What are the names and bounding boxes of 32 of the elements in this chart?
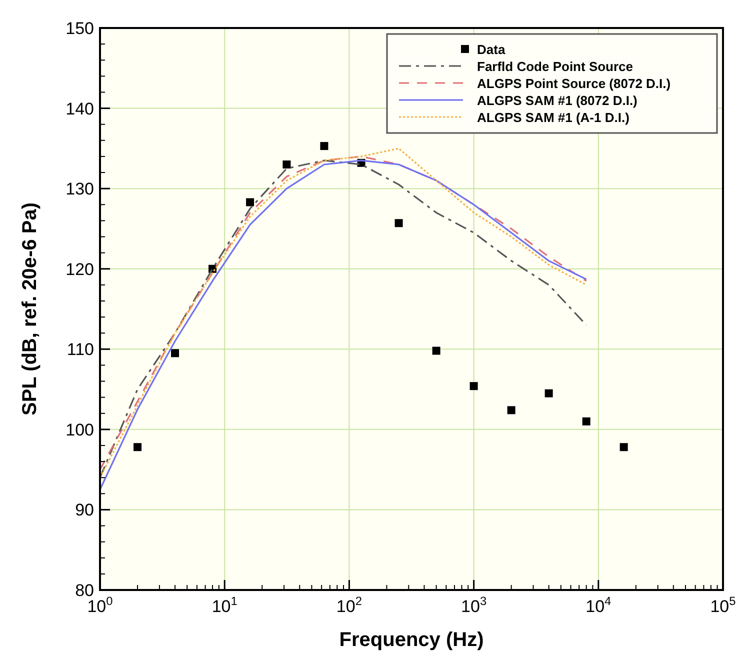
y-tick-label: 130 bbox=[66, 180, 94, 199]
point bbox=[544, 389, 553, 398]
legend-label: Data bbox=[477, 42, 506, 57]
x-tick-label: 10$^{1}$ bbox=[212, 594, 238, 616]
point bbox=[582, 417, 590, 426]
y-axis-title: SPL (dB, ref. 20e-6 Pa) bbox=[19, 202, 41, 416]
x-tick-label: 10$^{3}$ bbox=[461, 594, 487, 616]
point bbox=[394, 219, 403, 228]
point bbox=[282, 160, 291, 168]
point bbox=[470, 382, 478, 390]
point bbox=[320, 142, 328, 150]
x-tick-label: 10$^{4}$ bbox=[586, 594, 612, 616]
y-tick-label: 100 bbox=[66, 420, 94, 440]
legend-label: ALGPS SAM #1 (8072 D.I.) bbox=[477, 93, 638, 108]
point bbox=[246, 198, 254, 206]
point bbox=[507, 406, 516, 414]
y-tick-label: 140 bbox=[66, 99, 94, 118]
y-tick-label: 110 bbox=[66, 340, 94, 360]
legend-label: ALGPS SAM #1 (A-1 D.I.) bbox=[477, 110, 630, 125]
point bbox=[620, 443, 628, 452]
y-tick-label: 90 bbox=[75, 500, 94, 520]
y-tick-label: 150 bbox=[66, 19, 94, 38]
legend-label: Farfld Code Point Source bbox=[477, 59, 634, 74]
y-tick-label: 120 bbox=[66, 260, 94, 279]
y-tick-label: 80 bbox=[75, 581, 94, 600]
legend-label: ALGPS Point Source (8072 D.I.) bbox=[477, 76, 671, 91]
point bbox=[171, 349, 180, 358]
x-tick-label: 10$^{5}$ bbox=[710, 594, 736, 616]
point bbox=[432, 346, 440, 355]
x-axis-title: Frequency (Hz) bbox=[339, 629, 484, 651]
point bbox=[134, 443, 142, 452]
x-tick-label: 10$^{2}$ bbox=[336, 594, 362, 616]
